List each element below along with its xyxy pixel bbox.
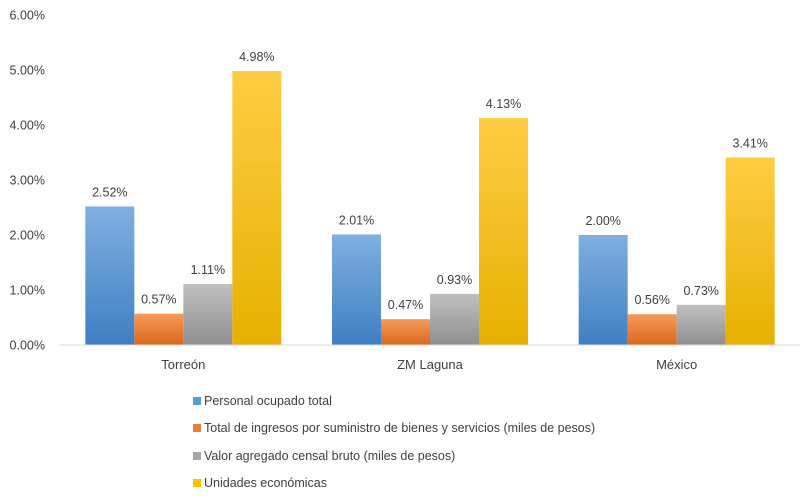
data-label: 4.13% <box>486 97 521 111</box>
x-tick-label: ZM Laguna <box>397 357 464 372</box>
legend-swatch <box>193 451 201 460</box>
data-label: 0.47% <box>388 298 423 312</box>
bar <box>134 313 184 345</box>
data-label: 4.98% <box>239 50 274 64</box>
x-tick-label: México <box>656 357 697 372</box>
y-tick-label: 6.00% <box>10 9 45 23</box>
data-label: 1.11% <box>191 263 226 277</box>
legend-item: Personal ocupado total <box>193 387 595 415</box>
bar <box>627 314 677 345</box>
legend-swatch <box>193 479 201 488</box>
y-tick-label: 0.00% <box>10 339 45 353</box>
legend: Personal ocupado total Total de ingresos … <box>193 387 595 497</box>
data-label: 2.01% <box>339 213 374 227</box>
bar <box>183 283 233 345</box>
y-tick-label: 3.00% <box>10 174 45 188</box>
bar <box>479 117 528 345</box>
x-tick-label: Torreón <box>161 357 205 372</box>
legend-label: Unidades económicas <box>204 476 327 491</box>
legend-item: Total de ingresos por suministro de bien… <box>193 415 595 443</box>
legend-label: Total de ingresos por suministro de bien… <box>204 421 596 436</box>
legend-swatch <box>193 424 201 433</box>
data-labels: 2.52% 0.57% 1.11% 4.98% 2.01% 0.47% 0.93% 4.13%… <box>92 50 768 312</box>
x-axis: Torreón ZM Laguna México <box>161 357 697 372</box>
bar <box>430 293 479 345</box>
bar <box>85 206 135 345</box>
legend-label: Personal ocupado total <box>204 393 332 408</box>
data-label: 2.00% <box>585 214 620 228</box>
y-tick-label: 5.00% <box>10 64 45 78</box>
legend-item: Valor agregado censal bruto (miles de pe… <box>193 442 595 470</box>
bar <box>232 71 282 345</box>
data-label: 0.93% <box>437 273 472 287</box>
data-label: 0.73% <box>683 284 718 298</box>
bar <box>725 157 775 345</box>
data-label: 0.57% <box>141 293 176 307</box>
y-tick-label: 4.00% <box>10 119 45 133</box>
bar <box>578 235 628 345</box>
data-label: 3.41% <box>732 136 767 150</box>
bar <box>332 234 381 345</box>
legend-label: Valor agregado censal bruto (miles de pe… <box>204 448 456 463</box>
data-label: 2.52% <box>92 185 127 199</box>
bar-chart: 0.00% 1.00% 2.00% 3.00% 4.00% 5.00% 6.00% 2.52… <box>10 9 800 372</box>
y-axis: 0.00% 1.00% 2.00% 3.00% 4.00% 5.00% 6.00% <box>10 9 45 353</box>
bar <box>381 319 430 345</box>
data-label: 0.56% <box>634 293 669 307</box>
bar <box>676 304 726 345</box>
bars <box>85 71 775 345</box>
legend-swatch <box>193 396 201 405</box>
y-tick-label: 2.00% <box>10 229 45 243</box>
legend-item: Unidades económicas <box>193 470 595 498</box>
y-tick-label: 1.00% <box>10 284 45 298</box>
